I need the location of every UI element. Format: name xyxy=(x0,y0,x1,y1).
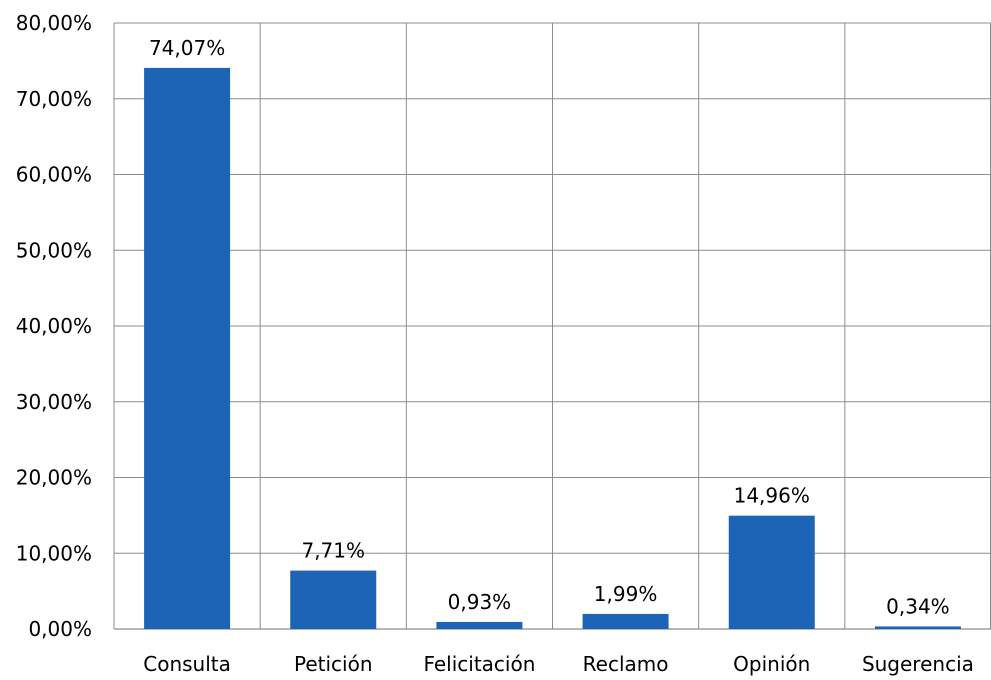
y-tick-label: 40,00% xyxy=(16,314,92,338)
x-category-label: Reclamo xyxy=(583,652,669,676)
bar-petición xyxy=(290,570,377,629)
data-label: 0,34% xyxy=(886,594,950,618)
y-tick-label: 20,00% xyxy=(16,466,92,490)
y-tick-label: 0,00% xyxy=(28,617,92,641)
data-labels: 74,07% 7,71% 0,93% 1,99% 14,96% 0,34% xyxy=(149,36,950,619)
bar-consulta xyxy=(144,67,231,630)
bar-opinión xyxy=(728,515,815,629)
x-category-label: Consulta xyxy=(143,652,231,676)
grid xyxy=(113,22,991,630)
x-category-label: Petición xyxy=(294,652,373,676)
bars xyxy=(144,67,961,630)
data-label: 0,93% xyxy=(448,590,512,614)
data-label: 7,71% xyxy=(301,539,365,563)
x-category-label: Sugerencia xyxy=(862,652,974,676)
y-axis-tick-labels: 0,00% 10,00% 20,00% 30,00% 40,00% 50,00% 60,00… xyxy=(16,11,92,641)
y-tick-label: 80,00% xyxy=(16,11,92,35)
bar-sugerencia xyxy=(874,626,961,629)
y-tick-label: 70,00% xyxy=(16,87,92,111)
bar-felicitación xyxy=(436,621,523,629)
bar-reclamo xyxy=(582,613,669,629)
x-category-label: Felicitación xyxy=(423,652,535,676)
x-axis-category-labels: Consulta Petición Felicitación Reclamo Opini… xyxy=(143,652,974,676)
y-tick-label: 60,00% xyxy=(16,163,92,187)
data-label: 1,99% xyxy=(594,582,658,606)
y-tick-label: 30,00% xyxy=(16,390,92,414)
y-tick-label: 10,00% xyxy=(16,541,92,565)
data-label: 74,07% xyxy=(149,36,225,60)
y-tick-label: 50,00% xyxy=(16,238,92,262)
data-label: 14,96% xyxy=(734,484,810,508)
x-category-label: Opinión xyxy=(733,652,810,676)
